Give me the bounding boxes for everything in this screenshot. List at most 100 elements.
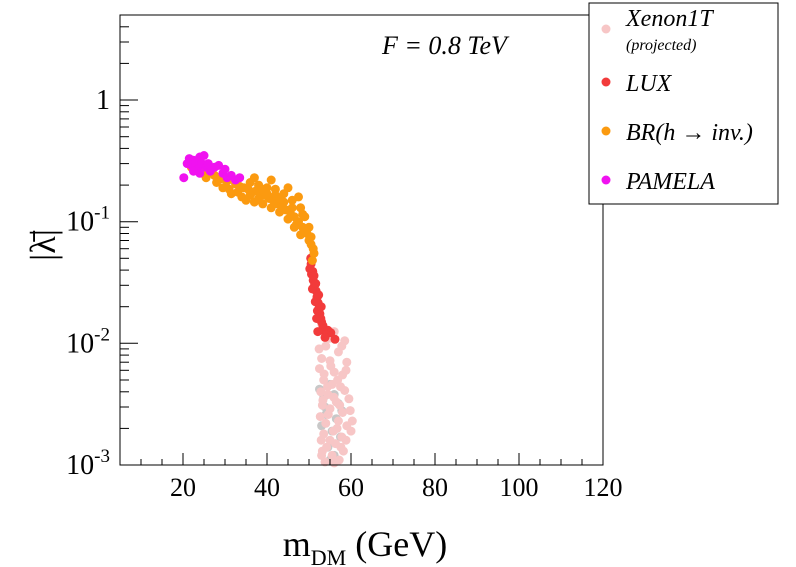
data-point xyxy=(307,256,317,265)
x-axis-title-rest: (GeV) xyxy=(346,524,447,564)
data-point xyxy=(325,435,335,445)
data-point xyxy=(283,183,293,193)
y-tick-base: 10 xyxy=(66,207,94,238)
data-point xyxy=(317,446,327,456)
data-point xyxy=(189,166,198,176)
data-point xyxy=(342,357,352,367)
data-point xyxy=(336,442,346,452)
data-point xyxy=(316,302,326,312)
legend-sublabel-xenon1t: (projected) xyxy=(626,37,696,54)
data-point xyxy=(344,394,354,404)
data-point xyxy=(254,194,264,203)
data-point xyxy=(306,232,316,242)
legend-label-xenon1t: Xenon1T xyxy=(625,6,714,32)
data-point xyxy=(323,382,332,392)
data-points xyxy=(179,151,357,468)
legend-label-br-inv: BR(h → inv.) xyxy=(626,120,753,146)
legend: Xenon1T (projected) LUX BR(h → inv.) PAM… xyxy=(588,2,779,205)
y-tick-label: 10-3 xyxy=(66,446,110,481)
data-point xyxy=(323,410,333,419)
data-point xyxy=(203,159,213,169)
data-point xyxy=(347,416,357,426)
data-point xyxy=(220,164,230,174)
y-axis: 10-310-210-11 xyxy=(66,14,138,481)
y-tick-exponent: -2 xyxy=(94,324,110,345)
data-point xyxy=(199,151,209,160)
data-point xyxy=(311,279,321,289)
series-pamela xyxy=(179,151,245,185)
x-tick-label: 60 xyxy=(338,473,364,502)
data-point xyxy=(266,175,276,185)
data-point xyxy=(270,190,280,200)
data-point xyxy=(333,375,343,385)
data-point xyxy=(316,387,326,397)
data-point xyxy=(201,173,211,183)
legend-label-pamela: PAMELA xyxy=(625,169,715,195)
data-point xyxy=(332,423,342,433)
data-point xyxy=(235,173,245,183)
y-tick-label: 10-2 xyxy=(66,324,110,359)
x-tick-label: 80 xyxy=(422,473,448,502)
data-point xyxy=(326,361,336,371)
data-point xyxy=(333,416,343,426)
data-point xyxy=(279,197,289,207)
data-point xyxy=(245,190,255,200)
data-point xyxy=(315,412,325,422)
legend-marker-lux xyxy=(601,77,611,87)
x-axis-title-main: m xyxy=(283,524,311,564)
y-tick-exponent: -3 xyxy=(94,446,110,467)
data-point xyxy=(312,314,322,323)
data-point xyxy=(314,290,324,300)
data-point xyxy=(309,271,319,281)
series-br-h-inv xyxy=(186,162,319,265)
data-point xyxy=(341,435,351,445)
data-point xyxy=(329,392,339,402)
data-point xyxy=(287,203,297,213)
data-point xyxy=(330,334,340,344)
data-point xyxy=(298,209,308,219)
legend-box xyxy=(588,2,779,205)
data-point xyxy=(320,332,330,342)
plot-frame xyxy=(119,14,604,466)
x-tick-label: 40 xyxy=(254,473,280,502)
data-point xyxy=(320,457,330,467)
data-point xyxy=(346,426,356,436)
data-point xyxy=(345,406,355,416)
data-point xyxy=(212,178,222,187)
data-point xyxy=(337,341,347,351)
data-point xyxy=(266,203,276,213)
legend-marker-xenon1t xyxy=(601,24,611,34)
y-tick-exponent: -1 xyxy=(94,203,110,224)
data-point xyxy=(341,365,351,375)
data-point xyxy=(310,297,320,307)
y-tick-label: 10-1 xyxy=(66,203,110,238)
y-axis-title: |λ̄| xyxy=(23,229,63,261)
x-tick-label: 100 xyxy=(500,473,539,502)
data-point xyxy=(283,214,293,224)
annotation-f: F = 0.8 TeV xyxy=(381,31,510,60)
x-axis-title-sub: DM xyxy=(311,545,346,567)
data-point xyxy=(294,192,303,202)
data-point xyxy=(249,173,259,183)
data-point xyxy=(317,354,327,363)
y-tick-base: 1 xyxy=(96,85,110,116)
series-lux xyxy=(305,253,340,344)
data-point xyxy=(275,207,285,217)
x-tick-label: 120 xyxy=(584,473,623,502)
x-axis-title: mDM (GeV) xyxy=(283,524,447,567)
data-point xyxy=(296,230,306,240)
data-point xyxy=(262,189,272,199)
data-point xyxy=(318,395,328,405)
data-point xyxy=(319,369,329,379)
data-point xyxy=(327,450,337,460)
data-point xyxy=(316,435,326,445)
data-point xyxy=(338,408,348,417)
data-point xyxy=(233,187,243,197)
data-point xyxy=(321,418,331,428)
data-point xyxy=(314,344,324,354)
data-point xyxy=(289,222,299,232)
data-point xyxy=(224,184,234,194)
data-point xyxy=(309,248,319,258)
data-point xyxy=(329,458,339,468)
